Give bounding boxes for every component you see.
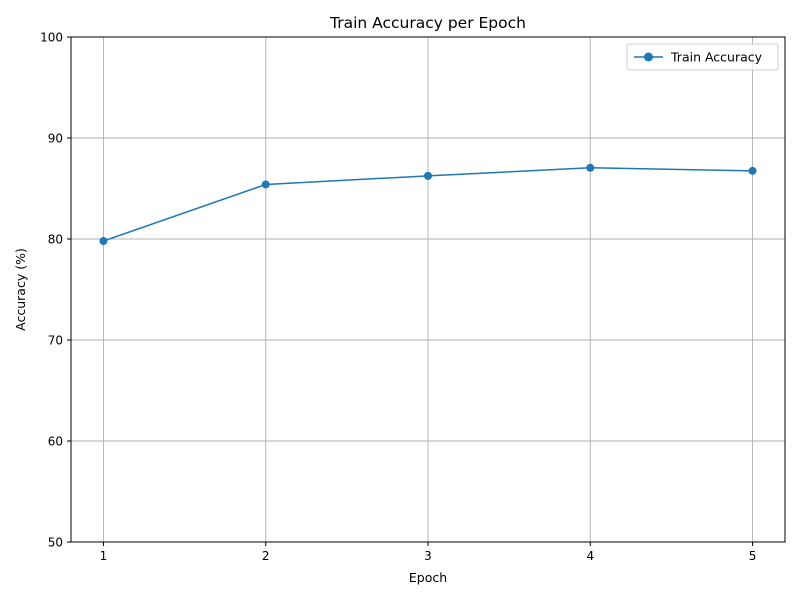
chart-title: Train Accuracy per Epoch	[329, 14, 526, 32]
data-point	[99, 237, 108, 246]
x-tick-label: 2	[262, 549, 270, 563]
y-tick-label: 90	[48, 132, 63, 146]
x-tick-label: 3	[424, 549, 432, 563]
data-point	[261, 180, 270, 189]
y-tick-label: 60	[48, 435, 63, 449]
y-tick-label: 50	[48, 536, 63, 550]
legend-entry-train-accuracy: Train Accuracy	[670, 50, 763, 65]
x-tick-label: 5	[749, 549, 757, 563]
data-point	[586, 163, 595, 172]
y-tick-label: 80	[48, 233, 63, 247]
y-tick-label: 70	[48, 334, 63, 348]
x-axis-label: Epoch	[409, 570, 447, 585]
ticks: 1 2 3 4 5 50 60 70 80 90 100	[40, 31, 756, 564]
data-point	[424, 171, 432, 180]
legend-marker	[644, 52, 653, 62]
x-tick-label: 1	[100, 549, 108, 563]
legend: Train Accuracy	[626, 43, 779, 71]
x-tick-label: 4	[586, 549, 594, 563]
legend-box	[626, 43, 779, 71]
series-layer	[99, 163, 757, 246]
grid	[71, 36, 785, 543]
y-axis-label: Accuracy (%)	[13, 248, 28, 331]
y-tick-label: 100	[40, 31, 63, 45]
data-point	[748, 166, 757, 175]
